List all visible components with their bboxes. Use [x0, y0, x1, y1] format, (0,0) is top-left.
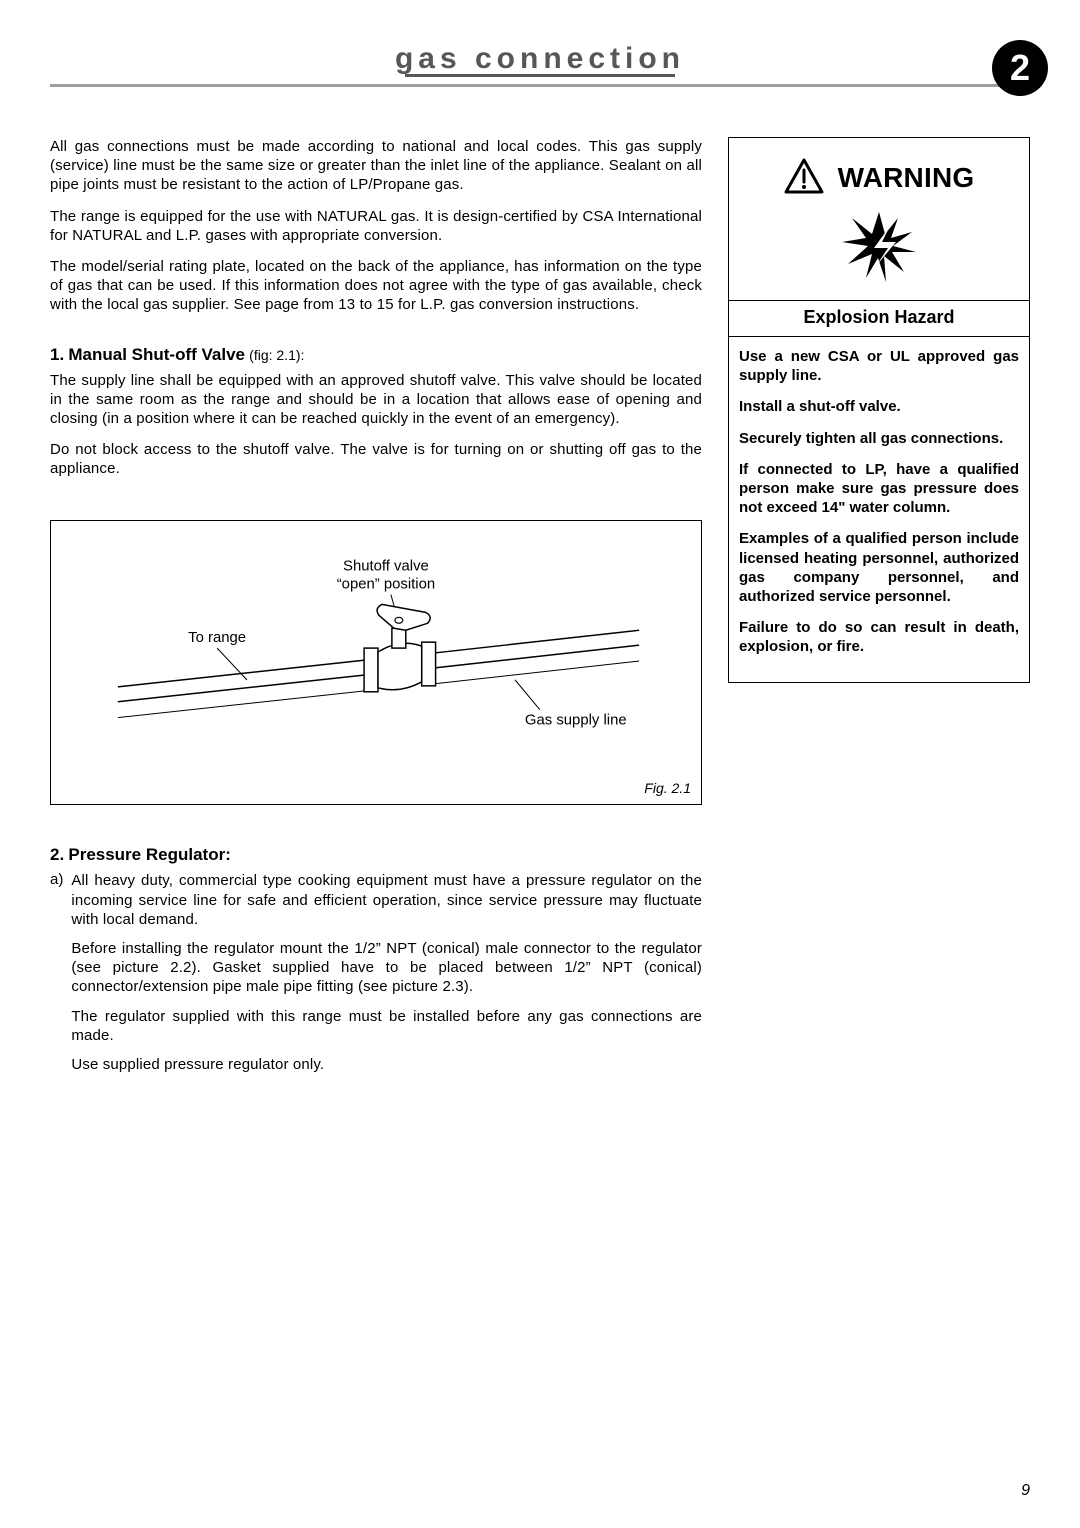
warning-paragraph: Use a new CSA or UL approved gas supply … [739, 347, 1019, 385]
header-rule [50, 84, 1030, 87]
warning-paragraph: If connected to LP, have a qualified per… [739, 460, 1019, 518]
list-item-a: a) All heavy duty, commercial type cooki… [50, 871, 702, 1084]
list-marker: a) [50, 871, 63, 1084]
warning-column: WARNING Explosion Hazard Use a new CSA o… [728, 137, 1030, 1092]
section-1-heading: 1. Manual Shut-off Valve (fig: 2.1): [50, 345, 702, 365]
page-title: gas connection [395, 42, 685, 76]
page-number: 9 [1021, 1482, 1030, 1500]
fig-label: Gas supply line [525, 713, 627, 729]
section-1-paragraph: Do not block access to the shutoff valve… [50, 440, 702, 478]
section-2-paragraph: The regulator supplied with this range m… [71, 1007, 702, 1045]
shutoff-valve-diagram: Shutoff valve “open” position To range G… [51, 521, 701, 804]
section-number: 2 [1010, 47, 1030, 89]
section-number: 1. [50, 345, 64, 364]
warning-paragraph: Failure to do so can result in death, ex… [739, 618, 1019, 656]
section-title: Pressure Regulator: [68, 845, 231, 864]
warning-body: Use a new CSA or UL approved gas supply … [729, 337, 1029, 682]
figure-caption: Fig. 2.1 [644, 780, 691, 796]
warning-triangle-icon [784, 158, 824, 198]
page-header: gas connection 2 [50, 42, 1030, 87]
fig-label: To range [188, 631, 246, 647]
section-1-paragraph: The supply line shall be equipped with a… [50, 371, 702, 429]
fig-label: Shutoff valve [343, 559, 429, 575]
warning-paragraph: Install a shut-off valve. [739, 397, 1019, 416]
intro-paragraph: The range is equipped for the use with N… [50, 207, 702, 245]
section-2-paragraph: Use supplied pressure regulator only. [71, 1055, 702, 1074]
warning-paragraph: Examples of a qualified person include l… [739, 529, 1019, 606]
warning-header: WARNING [729, 138, 1029, 206]
explosion-icon [729, 206, 1029, 300]
warning-subheading: Explosion Hazard [729, 300, 1029, 337]
content-area: All gas connections must be made accordi… [50, 137, 1030, 1092]
warning-box: WARNING Explosion Hazard Use a new CSA o… [728, 137, 1030, 683]
intro-paragraph: The model/serial rating plate, located o… [50, 257, 702, 315]
warning-heading: WARNING [838, 162, 975, 194]
figure-2-1: Shutoff valve “open” position To range G… [50, 520, 702, 805]
section-number: 2. [50, 845, 64, 864]
section-2-heading: 2. Pressure Regulator: [50, 845, 702, 865]
warning-paragraph: Securely tighten all gas connections. [739, 429, 1019, 448]
section-2-paragraph: All heavy duty, commercial type cooking … [71, 871, 702, 929]
section-title: Manual Shut-off Valve [68, 345, 245, 364]
section-fig-ref: (fig: 2.1): [249, 347, 304, 363]
title-container: gas connection [50, 42, 1030, 81]
fig-label: “open” position [337, 577, 435, 593]
list-body: All heavy duty, commercial type cooking … [71, 871, 702, 1084]
section-number-badge: 2 [992, 40, 1048, 96]
intro-paragraph: All gas connections must be made accordi… [50, 137, 702, 195]
main-column: All gas connections must be made accordi… [50, 137, 702, 1092]
section-2-paragraph: Before installing the regulator mount th… [71, 939, 702, 997]
